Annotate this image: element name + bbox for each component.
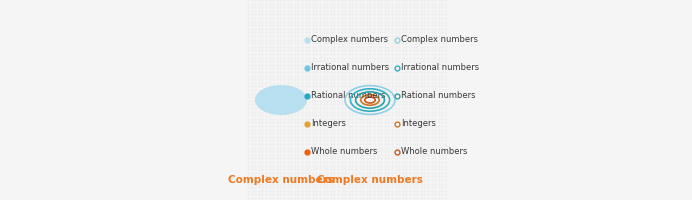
Text: Complex numbers: Complex numbers — [228, 175, 334, 185]
Text: Integers: Integers — [311, 119, 346, 129]
Text: Whole numbers: Whole numbers — [311, 148, 378, 156]
Ellipse shape — [261, 88, 302, 112]
Text: Irrational numbers: Irrational numbers — [311, 64, 390, 72]
Ellipse shape — [276, 97, 286, 103]
Ellipse shape — [266, 92, 295, 108]
Ellipse shape — [255, 85, 307, 115]
Text: Rational numbers: Rational numbers — [401, 92, 476, 100]
Text: Complex numbers: Complex numbers — [317, 175, 423, 185]
Text: Complex numbers: Complex numbers — [401, 36, 478, 45]
Text: Complex numbers: Complex numbers — [311, 36, 388, 45]
Text: Integers: Integers — [401, 119, 436, 129]
Text: Whole numbers: Whole numbers — [401, 148, 468, 156]
Ellipse shape — [272, 95, 290, 105]
Text: Irrational numbers: Irrational numbers — [401, 64, 480, 72]
Text: Rational numbers: Rational numbers — [311, 92, 386, 100]
